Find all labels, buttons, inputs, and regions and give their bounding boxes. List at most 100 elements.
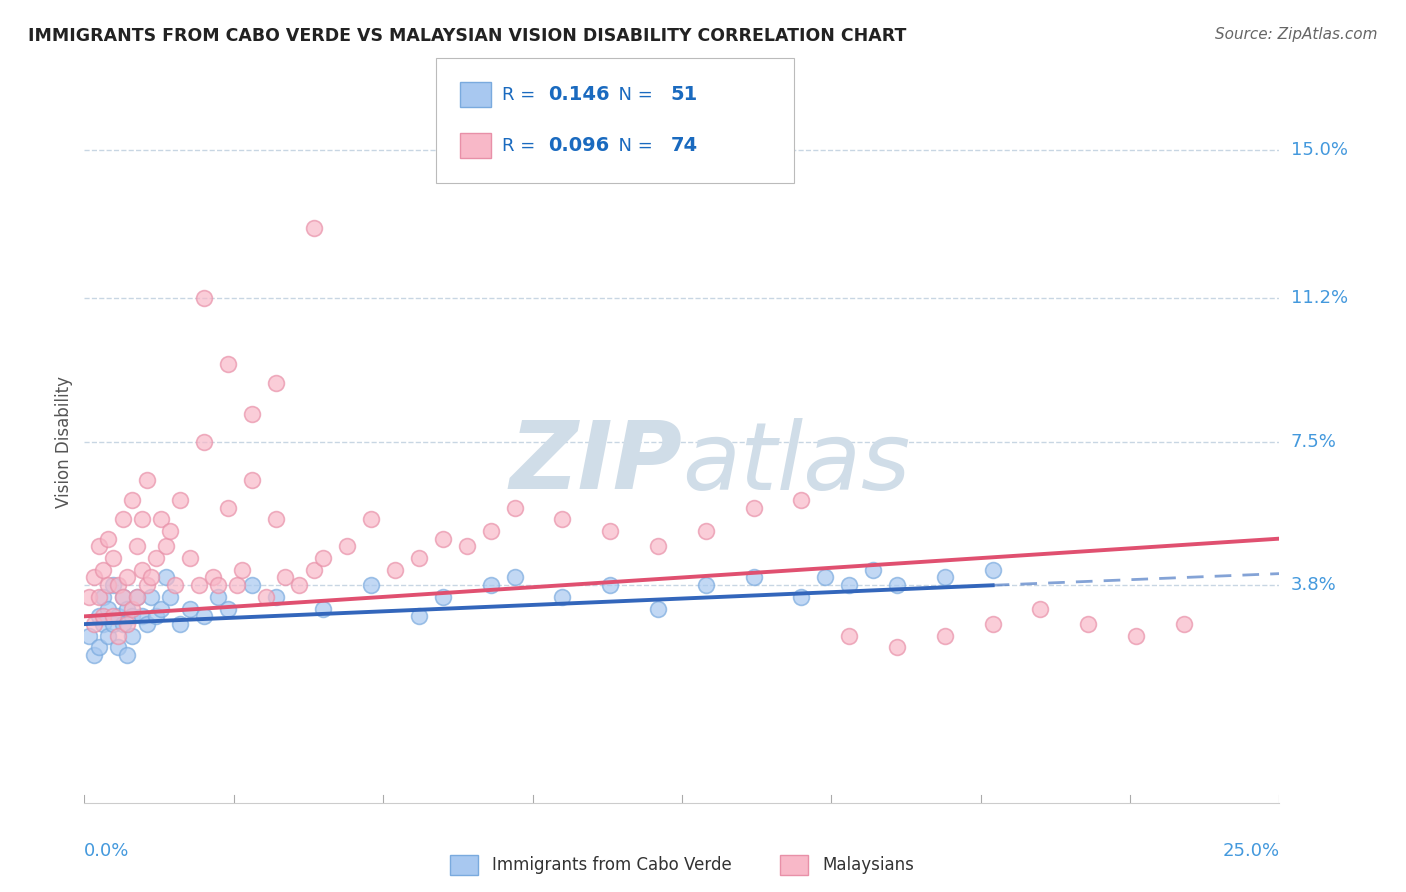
Point [97,532,120,546]
Point [97,601,120,615]
Point [1125,629,1147,643]
Point [97,629,120,643]
Point [188,578,211,592]
Point [479,578,502,592]
Point [125,590,148,604]
Point [862,563,884,577]
Point [981,563,1004,577]
Text: ZIP: ZIP [509,417,682,509]
Point [111,590,134,604]
Point [647,601,669,615]
Point [125,540,148,554]
Point [121,629,143,643]
Point [981,617,1004,632]
Point [384,563,406,577]
Point [111,590,134,604]
Point [141,590,163,604]
Point [360,512,382,526]
Point [121,601,143,615]
Point [165,578,187,592]
Point [155,570,177,584]
Point [231,563,253,577]
Text: 11.2%: 11.2% [1291,289,1348,307]
Point [432,590,454,604]
Text: 51: 51 [671,86,697,104]
Point [87,609,110,624]
Point [77,590,100,604]
Point [1029,601,1052,615]
Point [121,609,143,624]
Point [83,570,105,584]
Point [1077,617,1099,632]
Point [312,601,335,615]
Point [135,617,157,632]
Point [240,474,263,488]
Point [254,590,277,604]
Point [159,590,181,604]
Text: IMMIGRANTS FROM CABO VERDE VS MALAYSIAN VISION DISABILITY CORRELATION CHART: IMMIGRANTS FROM CABO VERDE VS MALAYSIAN … [28,27,907,45]
Point [107,640,129,655]
Point [131,512,153,526]
Point [193,434,215,449]
Point [107,578,129,592]
Point [217,601,239,615]
Point [886,640,908,655]
Point [551,590,574,604]
Point [83,617,105,632]
Point [599,524,621,538]
Point [135,578,157,592]
Text: 3.8%: 3.8% [1291,576,1336,594]
Point [934,570,956,584]
Point [145,609,167,624]
Text: R =: R = [502,137,541,155]
Point [111,512,134,526]
Point [117,648,139,663]
Point [695,578,717,592]
Point [193,609,215,624]
Point [169,617,191,632]
Point [647,540,669,554]
Text: 74: 74 [671,136,697,155]
Point [302,563,325,577]
Point [101,551,124,566]
Text: N =: N = [607,137,659,155]
Point [274,570,297,584]
Point [217,500,239,515]
Point [264,376,287,391]
Point [93,617,115,632]
Point [456,540,478,554]
Point [117,617,139,632]
Point [107,609,129,624]
Text: N =: N = [607,86,659,103]
Point [207,578,229,592]
Point [240,578,263,592]
Point [814,570,837,584]
Point [217,357,239,371]
Text: 7.5%: 7.5% [1291,433,1337,450]
Point [77,629,100,643]
Point [479,524,502,538]
Point [149,512,172,526]
Point [169,492,191,507]
Point [141,570,163,584]
Point [101,617,124,632]
Point [503,570,526,584]
Point [179,551,201,566]
Point [503,500,526,515]
Point [155,540,177,554]
Point [145,551,167,566]
Point [288,578,311,592]
Point [87,590,110,604]
Text: 0.0%: 0.0% [84,842,129,860]
Point [312,551,335,566]
Point [432,532,454,546]
Point [240,408,263,422]
Point [360,578,382,592]
Point [1173,617,1195,632]
Text: 25.0%: 25.0% [1222,842,1279,860]
Point [264,512,287,526]
Text: 15.0%: 15.0% [1291,141,1347,159]
Point [83,648,105,663]
Point [551,512,574,526]
Point [193,291,215,305]
